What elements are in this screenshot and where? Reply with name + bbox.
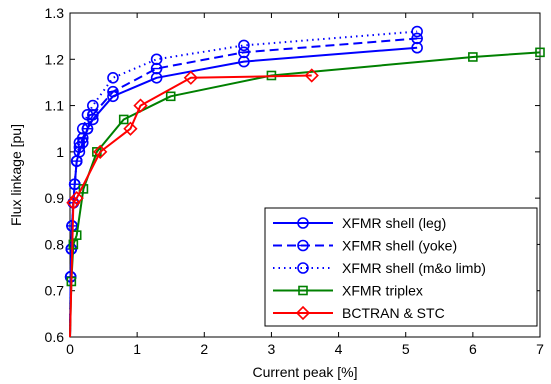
data-point: [238, 39, 250, 52]
legend-marker-outline: [297, 262, 309, 274]
data-point: [76, 122, 89, 135]
legend-marker: [297, 262, 309, 274]
x-tick-label: 7: [536, 341, 544, 357]
legend-marker: [298, 285, 308, 296]
plot-frame: [69, 12, 541, 338]
legend-marker: [297, 239, 309, 252]
legend-item-xfmr-shell-leg: XFMR shell (leg): [273, 215, 446, 231]
y-tick-label: 0.9: [45, 190, 65, 206]
y-tick-label: 0.6: [45, 329, 65, 345]
plot-area: 0 1 2 3 4 5 6 7 0.6 0.7 0.8 0.9 1 1.1 1.2 1.3: [45, 5, 545, 357]
data-point-outline: [87, 99, 99, 112]
y-tick-label: 1.1: [45, 98, 65, 114]
legend-marker: [295, 305, 311, 321]
data-point: [535, 47, 545, 58]
x-tick-label: 5: [402, 341, 410, 357]
y-tick-label: 1: [56, 144, 64, 160]
data-point: [66, 195, 81, 210]
legend-item-xfmr-shell-yoke: XFMR shell (yoke): [273, 238, 457, 254]
data-point: [468, 52, 478, 62]
legend-box: [264, 207, 538, 327]
data-point: [107, 72, 119, 84]
data-point-outline: [73, 136, 86, 149]
y-tick-label: 1.2: [45, 51, 65, 67]
data-point-outline: [238, 39, 250, 52]
legend-item-xfmr-shell-mando-limb: XFMR shell (m&o limb): [273, 260, 486, 276]
data-point-outline: [76, 122, 89, 135]
series-bctran-and-stc: [66, 68, 319, 338]
data-point: [118, 114, 129, 125]
x-tick-label: 0: [66, 341, 74, 357]
y-axis-ticks: 0.6 0.7 0.8 0.9 1 1.1 1.2 1.3: [45, 5, 540, 345]
legend-label: XFMR shell (yoke): [342, 238, 457, 254]
y-tick-label: 1.3: [45, 5, 65, 21]
x-tick-label: 3: [268, 341, 276, 357]
data-point-outline: [411, 25, 423, 38]
data-point: [93, 144, 108, 159]
x-axis-label: Current peak [%]: [252, 364, 357, 380]
legend-label: XFMR triplex: [342, 283, 423, 299]
data-point: [107, 85, 119, 98]
data-point: [70, 155, 83, 167]
y-tick-label: 0.8: [45, 236, 65, 252]
legend-items: XFMR shell (leg) XFMR shell (yoke) XFMR sh…: [273, 215, 486, 321]
legend: XFMR shell (leg) XFMR shell (yoke) XFMR sh…: [264, 207, 538, 327]
data-point: [411, 25, 423, 38]
data-point-outline: [150, 53, 163, 66]
data-point-outline: [70, 155, 83, 167]
data-point-outline: [107, 72, 119, 84]
data-point: [150, 53, 163, 66]
x-tick-label: 2: [200, 341, 208, 357]
x-tick-label: 1: [133, 341, 141, 357]
data-point: [123, 121, 138, 136]
y-tick-label: 0.7: [45, 283, 65, 299]
data-point: [73, 136, 86, 149]
y-axis-label: Flux linkage [pu]: [8, 124, 24, 226]
data-point: [165, 91, 176, 102]
legend-item-bctran-and-stc: BCTRAN & STC: [273, 305, 445, 321]
x-tick-label: 6: [469, 341, 477, 357]
legend-label: BCTRAN & STC: [342, 305, 445, 321]
data-point: [87, 99, 99, 112]
data-point: [304, 68, 319, 83]
legend-label: XFMR shell (m&o limb): [342, 260, 486, 276]
legend-marker-outline: [297, 217, 309, 229]
x-tick-label: 4: [335, 341, 343, 357]
data-point: [69, 191, 84, 206]
data-point: [238, 46, 250, 59]
data-point: [133, 98, 148, 113]
legend-item-xfmr-triplex: XFMR triplex: [273, 283, 423, 299]
data-point: [183, 70, 198, 85]
data-point: [411, 32, 423, 45]
legend-marker: [297, 217, 309, 229]
data-point-outline: [81, 109, 94, 121]
series-layer: [64, 25, 545, 338]
legend-label: XFMR shell (leg): [342, 215, 446, 231]
data-point: [81, 109, 94, 121]
